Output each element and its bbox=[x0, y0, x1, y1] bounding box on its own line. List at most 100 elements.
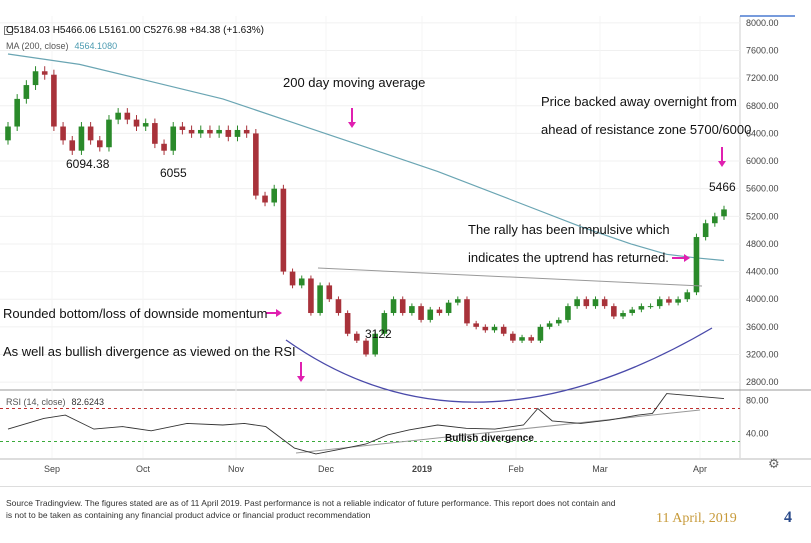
chart-canvas: 8000.00 7600.00 7200.00 6800.00 6400.00 6000.… bbox=[0, 15, 811, 474]
gear-icon[interactable]: ⚙ bbox=[768, 456, 780, 471]
price-tick-label: 6800.00 bbox=[746, 101, 779, 111]
rsi-tick-label: 80.00 bbox=[746, 395, 769, 405]
time-tick-label: 2019 bbox=[412, 464, 432, 474]
annotation-layer bbox=[266, 108, 726, 454]
candle-body bbox=[565, 306, 571, 320]
page-number: 4 bbox=[784, 509, 792, 526]
time-tick-label: Apr bbox=[693, 464, 707, 474]
ma-legend-value: 4564.1080 bbox=[74, 41, 118, 51]
rsi-legend-value: 82.6243 bbox=[71, 397, 105, 407]
candle-body bbox=[702, 223, 709, 238]
candle-body bbox=[23, 85, 30, 99]
candle-body bbox=[216, 129, 222, 134]
rsi-line bbox=[7, 393, 725, 455]
resistance-line bbox=[317, 267, 703, 287]
candle-body bbox=[344, 313, 351, 334]
price-tick-label: 2800.00 bbox=[746, 377, 779, 387]
candle-body bbox=[142, 123, 149, 127]
candle-body bbox=[51, 74, 57, 127]
price-tick-label: 6000.00 bbox=[746, 156, 779, 166]
time-tick-label: Mar bbox=[592, 464, 608, 474]
candle-body bbox=[188, 129, 195, 134]
candle-body bbox=[298, 278, 305, 286]
price-tick-label: 7600.00 bbox=[746, 46, 779, 56]
annotation-ma: 200 day moving average bbox=[283, 75, 426, 90]
candle-body bbox=[152, 123, 158, 144]
candle-body bbox=[409, 306, 415, 314]
candle-body bbox=[592, 299, 599, 307]
candle-body bbox=[234, 129, 241, 137]
candle-body bbox=[656, 299, 663, 307]
ma-line bbox=[7, 53, 725, 262]
candle-body bbox=[693, 237, 700, 293]
time-tick-label: Dec bbox=[318, 464, 335, 474]
label-low2: 6055 bbox=[160, 166, 187, 180]
candle-body bbox=[308, 278, 314, 314]
candle-body bbox=[601, 299, 608, 307]
candle-body bbox=[390, 299, 397, 314]
time-tick-label: Feb bbox=[508, 464, 524, 474]
candle-body bbox=[179, 126, 186, 130]
candle-body bbox=[271, 188, 278, 203]
annotation-rounded: Rounded bottom/loss of downside momentum bbox=[3, 306, 268, 321]
candle-body bbox=[5, 126, 11, 141]
candle-body bbox=[280, 188, 287, 272]
candle-body bbox=[454, 299, 461, 303]
collapse-icon[interactable] bbox=[4, 26, 13, 35]
candle-body bbox=[638, 306, 645, 310]
label-low3: 3122 bbox=[365, 327, 392, 341]
tick-labels: 8000.00 7600.00 7200.00 6800.00 6400.00 6000.… bbox=[44, 18, 779, 474]
candle-body bbox=[684, 292, 691, 300]
ma-legend[interactable]: MA (200, close) 4564.1080 bbox=[6, 41, 117, 51]
candle-body bbox=[611, 306, 617, 317]
annotation-rally-2: indicates the uptrend has returned. bbox=[468, 250, 669, 265]
annotation-bull-div: Bullish divergence bbox=[445, 433, 534, 444]
candle-body bbox=[519, 337, 525, 341]
candle-body bbox=[243, 129, 250, 134]
candle-body bbox=[491, 326, 498, 331]
source-note: Source Tradingview. The figures stated a… bbox=[6, 498, 616, 520]
price-tick-label: 7200.00 bbox=[746, 73, 779, 83]
candle-body bbox=[133, 119, 140, 127]
candle-body bbox=[528, 337, 535, 341]
candle-body bbox=[427, 309, 434, 320]
candle-body bbox=[96, 140, 103, 148]
candle-body bbox=[161, 143, 167, 151]
candle-body bbox=[225, 129, 232, 137]
candle-body bbox=[106, 119, 112, 148]
candle-body bbox=[445, 302, 452, 314]
candle-body bbox=[41, 71, 48, 75]
footer-date: 11 April, 2019 bbox=[656, 511, 737, 526]
price-tick-label: 6400.00 bbox=[746, 128, 779, 138]
candle-body bbox=[464, 299, 470, 324]
footer: Source Tradingview. The figures stated a… bbox=[0, 486, 811, 543]
candle-body bbox=[207, 129, 213, 134]
candle-body bbox=[124, 112, 131, 120]
candle-body bbox=[418, 306, 424, 320]
label-low1: 6094.38 bbox=[66, 157, 110, 171]
price-tick-label: 5200.00 bbox=[746, 211, 779, 221]
rsi-panel bbox=[7, 393, 725, 455]
candle-body bbox=[583, 299, 590, 307]
price-tick-label: 4400.00 bbox=[746, 267, 779, 277]
candle-body bbox=[289, 271, 296, 286]
candle-body bbox=[574, 299, 580, 307]
candle-body bbox=[335, 299, 342, 314]
price-tick-label: 4800.00 bbox=[746, 239, 779, 249]
rounded-bottom-curve bbox=[285, 327, 713, 403]
candle-body bbox=[675, 299, 681, 303]
arrow-resistance-head bbox=[718, 161, 726, 167]
candle-body bbox=[555, 319, 562, 324]
rsi-legend[interactable]: RSI (14, close) 82.6243 bbox=[6, 397, 104, 407]
candle-body bbox=[317, 285, 323, 314]
candle-body bbox=[32, 71, 39, 86]
candle-body bbox=[399, 299, 406, 314]
candle-body bbox=[666, 299, 672, 303]
rsi-legend-label: RSI (14, close) bbox=[6, 397, 66, 407]
price-tick-label: 5600.00 bbox=[746, 184, 779, 194]
candle-body bbox=[197, 129, 204, 134]
candle-body bbox=[253, 133, 259, 196]
candle-body bbox=[436, 309, 443, 314]
candle-body bbox=[629, 309, 636, 314]
annotation-rally-1: The rally has been impulsive which bbox=[468, 222, 670, 237]
